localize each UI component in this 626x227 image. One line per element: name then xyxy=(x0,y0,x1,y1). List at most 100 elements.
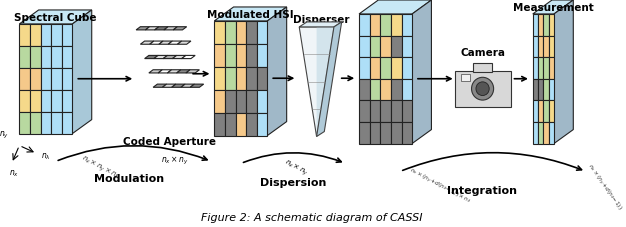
Bar xyxy=(257,90,267,113)
Bar xyxy=(538,122,543,144)
Bar xyxy=(391,79,401,101)
Bar xyxy=(62,112,73,134)
Bar xyxy=(225,67,235,90)
Polygon shape xyxy=(267,8,287,136)
Polygon shape xyxy=(299,23,342,28)
Bar xyxy=(62,90,73,112)
Bar xyxy=(41,47,51,69)
Bar xyxy=(380,58,391,79)
Bar xyxy=(19,25,30,47)
Bar xyxy=(401,58,412,79)
Bar xyxy=(380,15,391,36)
Text: $n_x \times (n_y\!+\!d(n_\lambda\!-\!1)) \times n_\lambda$: $n_x \times (n_y\!+\!d(n_\lambda\!-\!1))… xyxy=(407,166,472,207)
Circle shape xyxy=(476,82,489,96)
Text: Disperser: Disperser xyxy=(293,15,350,25)
Bar xyxy=(257,113,267,136)
Bar xyxy=(538,101,543,122)
Bar xyxy=(370,101,380,122)
Polygon shape xyxy=(159,42,172,45)
Bar xyxy=(370,15,380,36)
Bar xyxy=(246,45,257,67)
Bar xyxy=(370,79,380,101)
Bar xyxy=(30,47,41,69)
Bar xyxy=(401,36,412,58)
Bar xyxy=(225,113,235,136)
Text: Spectral Cube: Spectral Cube xyxy=(14,13,97,23)
Text: $n_x \times n_y \times n_\lambda$: $n_x \times n_y \times n_\lambda$ xyxy=(79,152,120,181)
Text: $n_x \times (n_y\!+\!d(n_\lambda\!-\!1))$: $n_x \times (n_y\!+\!d(n_\lambda\!-\!1))… xyxy=(584,162,624,212)
Bar xyxy=(235,45,246,67)
Text: Modulated HSI: Modulated HSI xyxy=(207,10,294,20)
Polygon shape xyxy=(158,70,172,74)
Polygon shape xyxy=(177,70,190,74)
Bar xyxy=(214,113,225,136)
Bar xyxy=(538,15,543,36)
Bar xyxy=(51,112,62,134)
Polygon shape xyxy=(181,85,195,88)
Bar xyxy=(41,69,51,90)
Bar xyxy=(257,22,267,45)
Bar xyxy=(214,90,225,113)
Bar xyxy=(543,79,548,101)
Bar xyxy=(543,122,548,144)
Bar xyxy=(30,90,41,112)
Polygon shape xyxy=(19,11,92,25)
Bar xyxy=(359,36,370,58)
Bar xyxy=(380,79,391,101)
Bar xyxy=(370,58,380,79)
Bar xyxy=(235,67,246,90)
Text: $n_y$: $n_y$ xyxy=(0,129,9,140)
Bar xyxy=(214,22,225,45)
Polygon shape xyxy=(533,1,573,15)
Bar xyxy=(19,112,30,134)
Bar xyxy=(543,58,548,79)
Bar xyxy=(246,113,257,136)
Bar xyxy=(538,79,543,101)
Polygon shape xyxy=(73,11,92,134)
Bar xyxy=(235,22,246,45)
Bar xyxy=(401,122,412,144)
Bar xyxy=(380,101,391,122)
Polygon shape xyxy=(173,28,187,31)
Bar xyxy=(548,58,554,79)
Text: $n_x$: $n_x$ xyxy=(9,168,19,178)
Bar xyxy=(370,122,380,144)
Bar xyxy=(533,101,538,122)
Text: Figure 2: A schematic diagram of CASSI: Figure 2: A schematic diagram of CASSI xyxy=(201,212,423,222)
Bar xyxy=(533,15,538,36)
Text: Coded Aperture: Coded Aperture xyxy=(123,136,217,146)
Polygon shape xyxy=(163,56,177,59)
Polygon shape xyxy=(214,8,287,22)
Bar xyxy=(548,79,554,101)
Bar xyxy=(246,90,257,113)
Bar xyxy=(548,36,554,58)
Bar xyxy=(548,15,554,36)
Bar xyxy=(533,122,538,144)
Polygon shape xyxy=(162,85,176,88)
Bar xyxy=(401,79,412,101)
Bar xyxy=(359,58,370,79)
Bar xyxy=(19,90,30,112)
Polygon shape xyxy=(172,56,186,59)
Bar xyxy=(62,69,73,90)
Polygon shape xyxy=(554,1,573,144)
Bar xyxy=(246,22,257,45)
Polygon shape xyxy=(136,28,150,31)
Bar xyxy=(391,122,401,144)
Bar xyxy=(257,67,267,90)
Bar xyxy=(548,101,554,122)
Text: Integration: Integration xyxy=(447,185,517,195)
Polygon shape xyxy=(412,1,431,144)
Bar xyxy=(473,64,493,73)
Polygon shape xyxy=(153,85,167,88)
Polygon shape xyxy=(172,85,185,88)
Bar xyxy=(391,15,401,36)
Polygon shape xyxy=(317,28,334,137)
Text: Modulation: Modulation xyxy=(93,174,164,184)
Bar xyxy=(461,75,470,82)
Bar xyxy=(225,45,235,67)
Polygon shape xyxy=(155,28,168,31)
Polygon shape xyxy=(190,85,203,88)
Text: $n_x \times n_y$: $n_x \times n_y$ xyxy=(161,154,188,166)
Bar xyxy=(391,36,401,58)
